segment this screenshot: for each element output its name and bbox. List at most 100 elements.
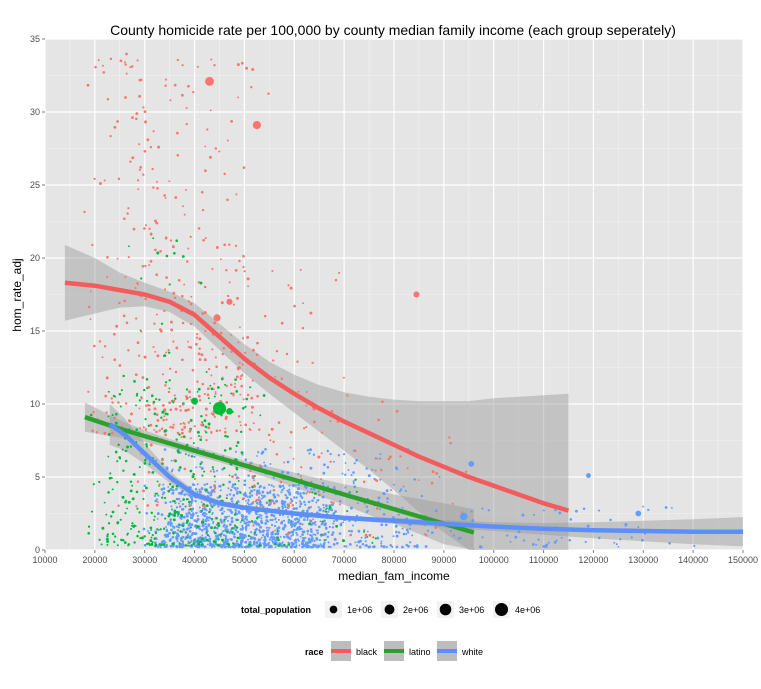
point-black [106, 255, 109, 259]
point-white [239, 532, 242, 536]
point-white [148, 461, 151, 464]
point-white [181, 489, 184, 493]
point-black [205, 438, 208, 442]
point-white [219, 489, 222, 492]
point-white [558, 511, 562, 515]
point-black [213, 484, 217, 488]
point-black [93, 344, 96, 348]
point-latino [143, 458, 147, 462]
point-black [135, 317, 138, 320]
point-black [309, 505, 312, 509]
point-black [200, 353, 204, 357]
point-black [305, 391, 308, 393]
point-latino [109, 472, 112, 475]
point-latino [212, 468, 215, 471]
point-white [322, 506, 325, 509]
point-black [250, 411, 254, 414]
point-black [250, 86, 253, 89]
point-white [295, 501, 298, 504]
point-black [183, 467, 187, 471]
point-latino [167, 489, 171, 493]
point-latino [308, 522, 311, 526]
point-black [132, 227, 136, 231]
point-latino [276, 536, 280, 540]
point-latino [233, 513, 237, 516]
point-latino [223, 449, 227, 452]
point-latino [143, 388, 146, 392]
point-white [287, 516, 289, 518]
point-latino [209, 402, 212, 405]
point-white [248, 521, 250, 524]
point-white [318, 508, 322, 512]
point-latino [172, 531, 175, 534]
point-white [377, 496, 381, 500]
point-white [331, 526, 335, 529]
point-white [284, 493, 287, 497]
point-black [203, 358, 207, 362]
point-black [110, 397, 113, 400]
point-black [337, 271, 341, 274]
point-black [95, 431, 99, 434]
point-white [255, 545, 259, 548]
point-white [244, 526, 248, 530]
point-white [209, 485, 213, 489]
point-black [286, 532, 290, 536]
point-black [203, 504, 206, 508]
point-white [324, 504, 328, 508]
point-black [277, 494, 280, 497]
point-white [155, 459, 158, 462]
point-white [395, 467, 399, 471]
point-black [213, 63, 216, 67]
point-white [352, 471, 355, 474]
point-white [385, 545, 388, 549]
point-white [171, 468, 174, 471]
point-black [87, 390, 90, 393]
point-white [328, 525, 331, 528]
point-latino [90, 510, 94, 513]
point-white [212, 470, 216, 473]
x-tick-label: 40000 [182, 555, 207, 565]
point-white [252, 540, 256, 544]
point-white [315, 537, 319, 541]
point-latino [177, 512, 180, 516]
point-latino [184, 544, 187, 547]
point-white [406, 531, 410, 534]
point-black [300, 466, 303, 469]
point-white [257, 491, 261, 495]
point-white [309, 545, 313, 549]
point-black [118, 364, 122, 367]
point-white [382, 492, 386, 495]
point-black [189, 428, 192, 432]
point-white [329, 545, 332, 549]
y-tick-label: 20 [30, 253, 40, 263]
point-black [279, 480, 283, 484]
point-latino [185, 388, 189, 391]
point-white [188, 493, 191, 497]
point-white [261, 450, 265, 454]
point-latino [151, 541, 154, 544]
point-black [136, 283, 139, 286]
point-latino [111, 532, 115, 536]
point-white [281, 506, 284, 509]
point-white [260, 521, 264, 524]
point-black [136, 179, 140, 182]
point-latino [192, 472, 196, 476]
point-latino [167, 351, 171, 354]
point-white [279, 535, 282, 538]
point-white [321, 482, 325, 485]
point-black-large [413, 291, 420, 298]
point-latino [258, 544, 262, 548]
point-white [617, 546, 620, 548]
point-black [127, 349, 130, 352]
point-black [198, 347, 201, 350]
point-white [244, 528, 248, 531]
point-latino [163, 496, 167, 500]
point-black [154, 350, 157, 353]
x-tick-label: 60000 [282, 555, 307, 565]
point-white [235, 491, 239, 495]
point-black [169, 239, 173, 242]
point-black [105, 411, 108, 414]
point-black [120, 425, 123, 428]
point-latino [159, 528, 162, 531]
point-white [522, 539, 526, 542]
